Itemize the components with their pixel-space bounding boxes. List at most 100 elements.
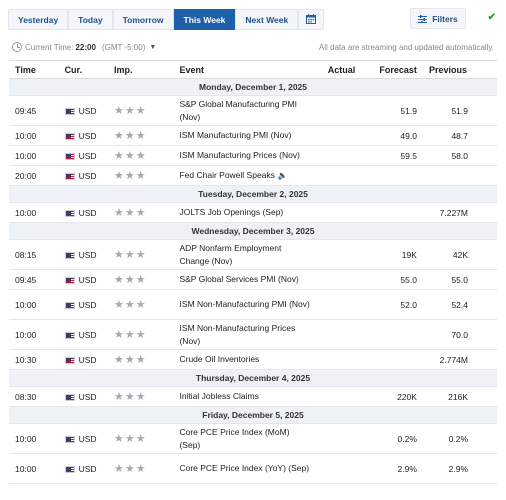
event-name[interactable]: Core PCE Price Index (MoM) (Sep) — [179, 426, 290, 450]
currency-code: USD — [78, 170, 97, 181]
event-name-cell[interactable]: ISM Manufacturing Prices (Nov) — [173, 145, 318, 166]
event-name[interactable]: ISM Non-Manufacturing PMI (Nov) — [179, 299, 310, 309]
importance-stars-icon: ★★★ — [114, 130, 147, 142]
event-name-cell[interactable]: ISM Non-Manufacturing PMI (Nov) — [173, 289, 318, 320]
current-time-label: Current Time: — [25, 42, 74, 52]
event-time: 20:00 — [9, 165, 59, 186]
col-header-previous[interactable]: Previous — [422, 60, 497, 79]
event-time: 08:30 — [9, 386, 59, 407]
col-header-time[interactable]: Time — [9, 60, 59, 79]
event-name-cell[interactable]: ISM Non-Manufacturing Prices (Nov) — [173, 319, 318, 350]
event-time: 10:00 — [9, 289, 59, 320]
table-row[interactable]: 10:00 USD ★★★ Core PCE Price Index (YoY) (S… — [9, 453, 497, 484]
event-name[interactable]: S&P Global Services PMI (Nov) — [179, 274, 299, 284]
streaming-notice: All data are streaming and updated autom… — [318, 42, 494, 52]
current-time-value: 22:00 — [75, 42, 96, 52]
event-name-cell[interactable]: ISM Manufacturing PMI (Nov) — [173, 125, 318, 146]
calendar-icon — [306, 14, 317, 24]
us-flag-icon — [64, 435, 75, 443]
col-header-importance[interactable]: Imp. — [108, 60, 174, 79]
event-currency: USD — [58, 125, 109, 146]
event-currency: USD — [58, 269, 109, 290]
event-actual — [317, 319, 362, 350]
event-name-cell[interactable]: S&P Global Manufacturing PMI (Nov) — [173, 95, 318, 126]
event-name-cell[interactable]: Core PCE Price Index (MoM) (Sep) — [173, 423, 318, 454]
event-actual — [317, 423, 362, 454]
event-importance: ★★★ — [108, 202, 174, 223]
table-row[interactable]: 08:15 USD ★★★ ADP Nonfarm Employment Change… — [9, 239, 497, 270]
currency-code: USD — [78, 299, 97, 310]
event-name[interactable]: S&P Global Manufacturing PMI (Nov) — [179, 98, 297, 122]
event-importance: ★★★ — [108, 165, 174, 186]
event-previous: 42K — [422, 239, 497, 270]
date-tabs: Yesterday Today Tomorrow This Week Next Week — [8, 8, 299, 30]
currency-code: USD — [78, 391, 97, 402]
event-name[interactable]: ISM Manufacturing Prices (Nov) — [179, 150, 300, 160]
event-previous: 58.0 — [422, 145, 497, 166]
us-flag-icon — [64, 331, 75, 339]
timezone-selector[interactable]: (GMT -5:00) — [101, 42, 146, 52]
event-currency: USD — [58, 95, 109, 126]
importance-stars-icon: ★★★ — [114, 170, 147, 182]
currency-code: USD — [78, 433, 97, 444]
table-row[interactable]: 10:00 USD ★★★ ISM Manufacturing PMI (Nov) 49… — [9, 125, 497, 146]
event-actual — [317, 453, 362, 484]
event-name-cell[interactable]: S&P Global Services PMI (Nov) — [173, 269, 318, 290]
table-row[interactable]: 09:45 USD ★★★ S&P Global Manufacturing PMI … — [9, 95, 497, 126]
event-forecast: 0.2% — [361, 423, 423, 454]
table-row[interactable]: 10:00 USD ★★★ JOLTS Job Openings (Sep) 7.227… — [9, 202, 497, 223]
table-row[interactable]: 10:00 USD ★★★ ISM Non-Manufacturing PMI (No… — [9, 289, 497, 320]
table-row[interactable]: 10:00 USD ★★★ Core PCE Price Index (MoM) (S… — [9, 423, 497, 454]
tab-today[interactable]: Today — [68, 8, 113, 30]
day-header-label: Thursday, December 4, 2025 — [9, 369, 497, 387]
table-row[interactable]: 08:30 USD ★★★ Initial Jobless Claims 220K 216… — [9, 386, 497, 407]
chevron-down-icon[interactable]: ▼ — [149, 43, 157, 51]
tab-tomorrow[interactable]: Tomorrow — [112, 8, 174, 30]
table-row[interactable]: 09:45 USD ★★★ S&P Global Services PMI (Nov)… — [9, 269, 497, 290]
day-header-row: Thursday, December 4, 2025 — [9, 369, 497, 387]
table-row[interactable]: 20:00 USD ★★★ Fed Chair Powell Speaks 🔈 — [9, 165, 497, 186]
tab-yesterday[interactable]: Yesterday — [8, 8, 69, 30]
event-name[interactable]: Core PCE Price Index (YoY) (Sep) — [179, 463, 310, 473]
currency-code: USD — [78, 249, 97, 260]
col-header-forecast[interactable]: Forecast — [361, 60, 423, 79]
calendar-button[interactable] — [298, 8, 325, 30]
table-row[interactable]: 10:00 USD ★★★ ISM Non-Manufacturing Prices … — [9, 319, 497, 350]
tab-next-week[interactable]: Next Week — [235, 8, 299, 30]
event-name[interactable]: Crude Oil Inventories — [179, 354, 260, 364]
tab-this-week[interactable]: This Week — [173, 8, 236, 30]
us-flag-icon — [64, 107, 75, 115]
filters-button[interactable]: Filters — [410, 8, 466, 29]
us-flag-icon — [64, 251, 75, 259]
event-name-cell[interactable]: ADP Nonfarm Employment Change (Nov) — [173, 239, 318, 270]
event-previous: 55.0 — [422, 269, 497, 290]
event-forecast: 220K — [361, 386, 423, 407]
table-row[interactable]: 10:30 USD ★★★ Crude Oil Inventories 2.774M — [9, 349, 497, 370]
event-name[interactable]: ADP Nonfarm Employment Change (Nov) — [179, 242, 282, 266]
event-name[interactable]: ISM Manufacturing PMI (Nov) — [179, 130, 292, 140]
col-header-currency[interactable]: Cur. — [58, 60, 109, 79]
event-time: 10:00 — [9, 125, 59, 146]
event-actual — [317, 239, 362, 270]
col-header-event[interactable]: Event — [173, 60, 318, 79]
event-time: 09:45 — [9, 95, 59, 126]
event-name[interactable]: JOLTS Job Openings (Sep) — [179, 207, 284, 217]
us-flag-icon — [64, 209, 75, 217]
event-name[interactable]: Fed Chair Powell Speaks — [179, 170, 275, 180]
event-name[interactable]: ISM Non-Manufacturing Prices (Nov) — [179, 322, 296, 346]
table-row[interactable]: 10:00 USD ★★★ ISM Manufacturing Prices (Nov… — [9, 145, 497, 166]
event-name-cell[interactable]: Initial Jobless Claims — [173, 386, 318, 407]
event-time: 08:15 — [9, 239, 59, 270]
event-currency: USD — [58, 423, 109, 454]
event-currency: USD — [58, 165, 109, 186]
event-forecast: 19K — [361, 239, 423, 270]
day-header-row: Tuesday, December 2, 2025 — [9, 185, 497, 203]
event-name[interactable]: Initial Jobless Claims — [179, 391, 259, 401]
event-name-cell[interactable]: Core PCE Price Index (YoY) (Sep) — [173, 453, 318, 484]
importance-stars-icon: ★★★ — [114, 329, 147, 341]
event-forecast: 2.9% — [361, 453, 423, 484]
event-name-cell[interactable]: Crude Oil Inventories — [173, 349, 318, 370]
event-name-cell[interactable]: Fed Chair Powell Speaks 🔈 — [173, 165, 318, 186]
event-name-cell[interactable]: JOLTS Job Openings (Sep) — [173, 202, 318, 223]
col-header-actual[interactable]: Actual — [317, 60, 362, 79]
